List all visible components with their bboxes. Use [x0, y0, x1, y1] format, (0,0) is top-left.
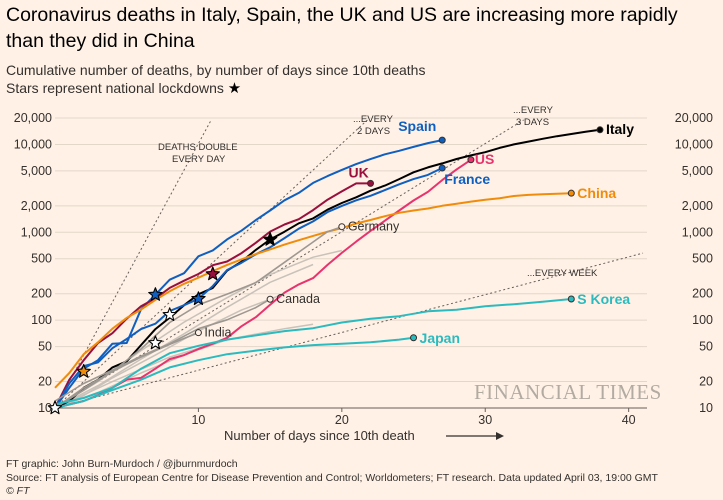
series-labels: Italy Spain UK US France China Germany Canada In… [194, 118, 634, 346]
series-end-dot-italy [596, 126, 604, 134]
series-label-germany: Germany [348, 220, 400, 234]
watermark: FINANCIAL TIMES [474, 380, 662, 404]
series-label-s-korea: S Korea [577, 291, 630, 307]
y-tick-label-right-5000: 5,000 [682, 164, 713, 178]
series-label-india: India [204, 326, 231, 340]
ref-label-week: ...EVERY WEEK [527, 268, 598, 279]
chart-subtitle: Cumulative number of deaths, by number o… [6, 62, 426, 78]
series-end-dot-spain [438, 136, 446, 144]
series-line-uk [54, 182, 371, 409]
lockdown-note-text: Stars represent national lockdowns [6, 80, 224, 96]
y-tick-label-left-200: 200 [31, 287, 52, 301]
ref-label-3days-2: 3 DAYS [516, 117, 549, 128]
y-tick-label-right-2000: 2,000 [682, 199, 713, 213]
x-tick-label-20: 20 [335, 413, 349, 427]
x-tick-label-30: 30 [478, 413, 492, 427]
lockdown-star-france [191, 291, 206, 306]
y-tick-label-right-500: 500 [692, 252, 713, 266]
lockdown-star-italy [262, 231, 278, 246]
other-country-line-2 [54, 263, 314, 409]
x-tick-label-10: 10 [191, 413, 205, 427]
series-line-japan [54, 336, 414, 409]
series-line-france [54, 167, 443, 409]
series-line-us [54, 158, 472, 409]
other-country-line-3 [68, 292, 285, 406]
y-tick-label-left-10: 10 [38, 401, 52, 415]
y-tick-label-left-20: 20 [38, 375, 52, 389]
ref-line-1-day [54, 119, 212, 409]
y-tick-label-right-100: 100 [692, 313, 713, 327]
y-tick-label-left-20000: 20,000 [14, 111, 52, 125]
series-end-dot-canada [266, 295, 274, 303]
ref-label-2days-1: ...EVERY [353, 114, 394, 125]
series-label-italy: Italy [606, 121, 634, 137]
y-tick-label-right-20000: 20,000 [675, 111, 713, 125]
star-icon: ★ [227, 80, 242, 97]
series-label-uk: UK [349, 164, 369, 180]
series-line-india [54, 331, 199, 409]
series-line-italy [54, 128, 601, 409]
footer-copyright: © FT [6, 485, 30, 497]
y-tick-label-right-10000: 10,000 [675, 137, 713, 151]
series-end-dot-india [194, 329, 202, 337]
y-tick-label-left-500: 500 [31, 252, 52, 266]
y-tick-label-right-50: 50 [699, 340, 713, 354]
y-tick-label-left-100: 100 [31, 313, 52, 327]
y-tick-label-left-10000: 10,000 [14, 137, 52, 151]
x-tick-label-40: 40 [622, 413, 636, 427]
series-end-dot-japan [410, 334, 418, 342]
series-line-s-korea [54, 298, 572, 406]
footer-graphic: FT graphic: John Burn-Murdoch / @jburnmu… [6, 458, 238, 470]
series-label-china: China [577, 185, 616, 201]
footer-source: Source: FT analysis of European Centre f… [6, 472, 658, 484]
y-tick-label-right-20: 20 [699, 375, 713, 389]
lockdown-star-germany [162, 307, 177, 322]
y-tick-label-left-50: 50 [38, 340, 52, 354]
y-tick-label-left-1000: 1,000 [21, 225, 52, 239]
series-end-dot-france [438, 164, 446, 172]
y-tick-label-right-10: 10 [699, 401, 713, 415]
lockdown-star-uk [205, 266, 220, 281]
lockdown-star-india [148, 335, 163, 350]
lockdown-star-s-korea [47, 400, 63, 415]
series-label-canada: Canada [276, 292, 320, 306]
series-label-spain: Spain [398, 118, 436, 134]
axes: 10 10 20 20 50 50 100 100 200 200 500 500 1,000 1,000… [14, 111, 713, 443]
x-axis-label: Number of days since 10th death [224, 428, 415, 443]
ref-line-2-day [54, 119, 368, 409]
series-label-us: US [475, 151, 494, 167]
series-label-france: France [444, 171, 490, 187]
ref-label-2days-2: 2 DAYS [357, 126, 390, 137]
grid [55, 117, 647, 409]
series-end-dot-us [467, 156, 475, 164]
y-tick-label-left-5000: 5,000 [21, 164, 52, 178]
series-line-china [54, 192, 572, 389]
ref-label-double-1: DEATHS DOUBLE [158, 142, 238, 153]
lockdown-stars [47, 231, 278, 415]
chart-title: Coronavirus deaths in Italy, Spain, the … [6, 4, 678, 52]
lockdown-star-china [76, 363, 91, 378]
y-tick-label-right-1000: 1,000 [682, 225, 713, 239]
ref-label-3days-1: ...EVERY [513, 105, 554, 116]
lockdown-note: Stars represent national lockdowns ★ [6, 79, 241, 98]
series-end-dot-china [567, 189, 575, 197]
series-end-dot-uk [367, 179, 375, 187]
ref-label-double-2: EVERY DAY [172, 154, 226, 165]
y-tick-label-left-2000: 2,000 [21, 199, 52, 213]
series-lines [54, 128, 601, 409]
series-label-japan: Japan [420, 330, 460, 346]
y-tick-label-right-200: 200 [692, 287, 713, 301]
series-end-dot-s-korea [567, 295, 575, 303]
x-axis-arrow-head [496, 432, 504, 440]
lockdown-star-spain [148, 287, 163, 301]
series-end-dot-germany [338, 223, 346, 231]
